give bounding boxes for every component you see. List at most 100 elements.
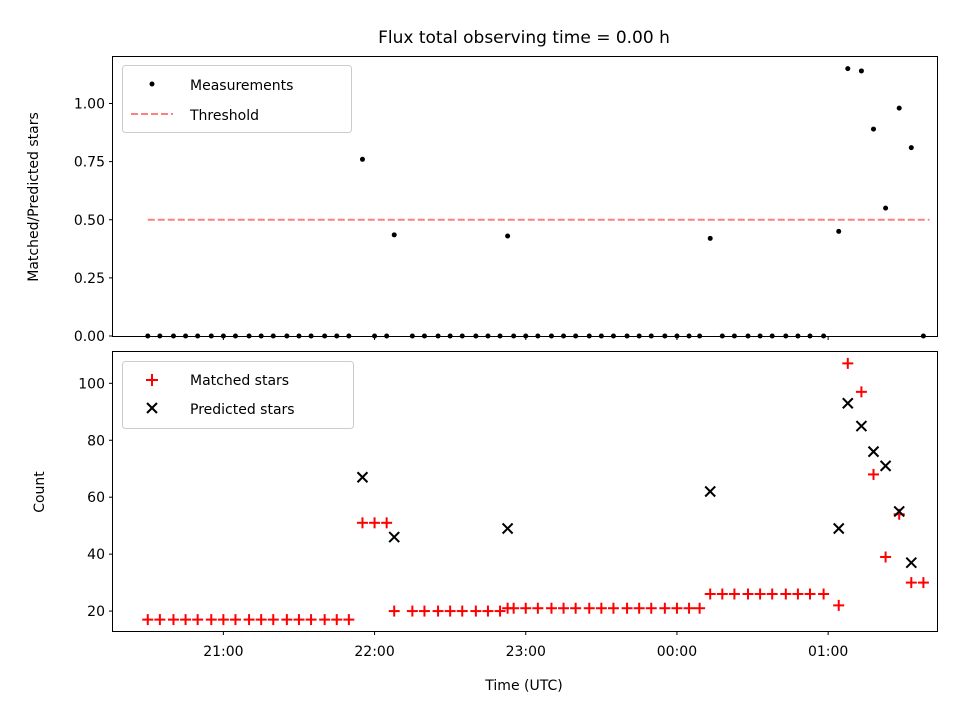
ratio-axis-ticks: 0.00 0.25 0.50 0.75 1.00 [74, 97, 829, 345]
ratio-legend: Measurements Threshold [122, 65, 352, 133]
count-y-tick-label: 60 [87, 490, 105, 506]
matched-star-point [331, 614, 343, 626]
ratio-y-tick-label: 0.25 [74, 271, 105, 287]
measurement-point [870, 126, 876, 132]
matched-star-point [754, 588, 766, 600]
legend-matched-label: Matched stars [190, 373, 289, 389]
matched-star-point [683, 602, 695, 614]
matched-star-point [494, 605, 506, 617]
matched-star-point [444, 605, 456, 617]
matched-star-point [281, 614, 293, 626]
measurement-point [908, 145, 914, 151]
matched-star-point [621, 602, 633, 614]
measurement-point [707, 235, 713, 241]
matched-star-point [780, 588, 792, 600]
count-panel: 20 40 60 80 100 21:00 22:00 23:00 00:00 01:00 Cou… [32, 351, 938, 694]
matched-star-point [766, 588, 778, 600]
matched-star-point [804, 588, 816, 600]
count-plot-area [142, 357, 929, 626]
matched-star-point [570, 602, 582, 614]
matched-star-point [508, 602, 520, 614]
count-y-tick-label: 100 [78, 376, 105, 392]
matched-star-point [607, 602, 619, 614]
matched-star-point [255, 614, 267, 626]
count-y-tick-label: 40 [87, 547, 105, 563]
matched-star-point [558, 602, 570, 614]
count-y-axis-label: Count [32, 471, 48, 513]
ratio-y-tick-label: 1.00 [74, 97, 105, 113]
matched-star-point [867, 468, 879, 480]
predicted-star-point [879, 460, 892, 472]
count-y-tick-label: 80 [87, 433, 105, 449]
chart-title: Flux total observing time = 0.00 h [378, 28, 670, 48]
legend-measurements-marker [149, 81, 155, 87]
count-axes-frame [112, 351, 938, 632]
ratio-plot-area [145, 66, 930, 339]
predicted-star-point [905, 556, 918, 569]
predicted-star-point [704, 485, 716, 498]
matched-star-point [728, 588, 740, 600]
matched-star-point [406, 605, 418, 617]
ratio-y-tick-label: 0.75 [74, 155, 105, 171]
matched-star-point [319, 614, 331, 626]
legend-predicted-marker [146, 402, 158, 414]
matched-star-point [243, 614, 255, 626]
measurement-point [845, 66, 851, 72]
matched-star-point [482, 605, 494, 617]
matched-star-point [381, 517, 393, 529]
count-x-tick-label: 00:00 [657, 644, 697, 660]
matched-star-point [180, 614, 192, 626]
matched-star-point [671, 602, 683, 614]
count-y-tick-label: 20 [87, 604, 105, 620]
ratio-legend-box [122, 65, 352, 133]
count-x-tick-label: 01:00 [808, 644, 848, 660]
matched-star-point [818, 588, 830, 600]
matched-star-point [418, 605, 430, 617]
predicted-star-point [833, 522, 845, 535]
measurement-point [391, 232, 397, 238]
matched-star-point [905, 577, 917, 589]
matched-star-point [217, 614, 229, 626]
predicted-star-point [842, 397, 854, 409]
matched-star-point [659, 602, 671, 614]
ratio-y-tick-label: 0.50 [74, 213, 105, 229]
measurement-point [858, 68, 864, 74]
matched-star-point [633, 602, 645, 614]
matched-star-point [293, 614, 305, 626]
matched-star-point [742, 588, 754, 600]
matched-star-point [267, 614, 279, 626]
count-x-tick-label: 23:00 [506, 644, 546, 660]
count-x-tick-label: 22:00 [354, 644, 394, 660]
count-legend-box [122, 361, 354, 429]
matched-star-point [432, 605, 444, 617]
legend-threshold-label: Threshold [189, 108, 259, 124]
predicted-star-point [855, 420, 868, 432]
count-x-tick-label: 21:00 [203, 644, 243, 660]
predicted-star-point [867, 445, 880, 458]
legend-measurements-label: Measurements [190, 78, 293, 94]
ratio-panel: 0.00 0.25 0.50 0.75 1.00 Matched/Predicted s… [26, 56, 938, 345]
matched-star-point [388, 605, 400, 617]
count-x-axis-label: Time (UTC) [484, 678, 562, 694]
count-legend: Matched stars Predicted stars [122, 361, 354, 429]
measurement-point [896, 105, 902, 111]
matched-star-point [855, 386, 867, 398]
matched-star-point [917, 577, 929, 589]
matched-star-point [154, 614, 166, 626]
matched-star-point [792, 588, 804, 600]
ratio-y-axis-label: Matched/Predicted stars [26, 112, 42, 282]
measurement-point [359, 156, 365, 162]
matched-star-point [167, 614, 179, 626]
matched-star-point [595, 602, 607, 614]
matched-star-point [229, 614, 241, 626]
matched-star-point [456, 605, 468, 617]
matched-star-point [532, 602, 544, 614]
measurement-point [836, 228, 842, 234]
ratio-y-tick-label: 0.00 [74, 329, 105, 345]
matched-star-point [545, 602, 557, 614]
matched-star-point [142, 614, 154, 626]
measurement-point [883, 205, 889, 211]
predicted-star-point [388, 531, 400, 543]
legend-matched-marker [146, 374, 158, 386]
